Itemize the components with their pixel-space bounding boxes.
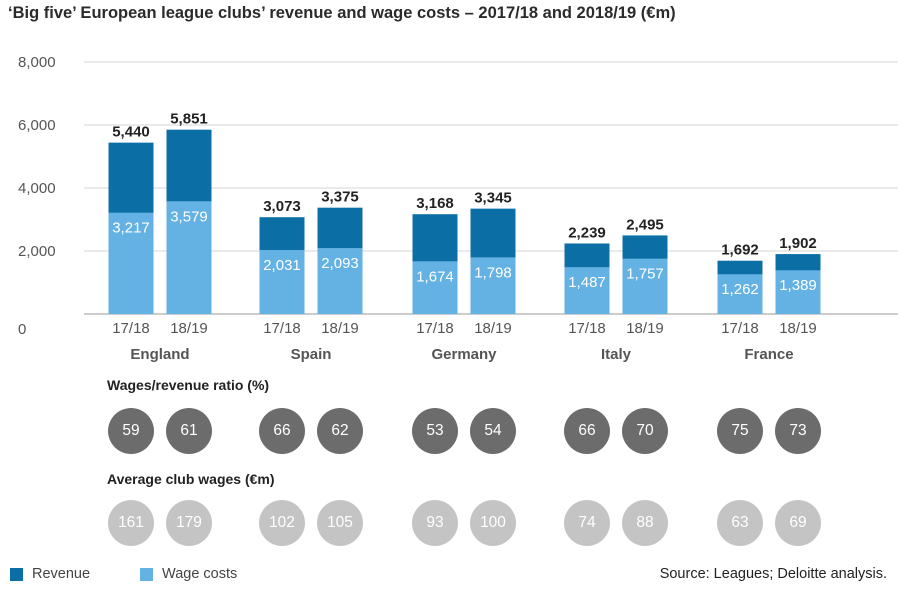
category-label-france: France: [744, 346, 793, 363]
x-tick-label: 17/18: [416, 320, 454, 337]
wages-circle: 102: [259, 500, 305, 546]
wages-circle: 93: [412, 500, 458, 546]
chart-title: ‘Big five’ European league clubs’ revenu…: [8, 4, 676, 22]
x-tick-label: 18/19: [170, 320, 208, 337]
revenue-data-label: 3,168: [416, 195, 454, 212]
legend-label-revenue: Revenue: [32, 566, 91, 582]
wages-bar: [775, 270, 821, 314]
y-tick-label: 2,000: [18, 243, 56, 260]
wages-data-label: 3,579: [170, 208, 208, 225]
x-tick-label: 18/19: [474, 320, 512, 337]
wages-data-label: 1,262: [721, 281, 759, 298]
wages-circle: 63: [717, 500, 763, 546]
revenue-data-label: 1,902: [779, 235, 817, 252]
wages-bar: [622, 258, 668, 314]
ratio-circle: 66: [564, 408, 610, 454]
revenue-data-label: 1,692: [721, 242, 759, 259]
category-label-spain: Spain: [291, 346, 332, 363]
wages-data-label: 3,217: [112, 220, 150, 237]
ratio-circle: 54: [470, 408, 516, 454]
ratio-circle: 66: [259, 408, 305, 454]
wages-bar: [166, 201, 212, 314]
ratio-circle: 59: [108, 408, 154, 454]
wages-bar: [108, 212, 154, 314]
wages-data-label: 1,487: [568, 274, 606, 291]
source-note: Source: Leagues; Deloitte analysis.: [659, 566, 887, 582]
wages-ratio-label: Wages/revenue ratio (%): [107, 377, 270, 393]
x-tick-label: 18/19: [626, 320, 664, 337]
x-tick-label: 17/18: [568, 320, 606, 337]
legend-label-wages: Wage costs: [162, 566, 238, 582]
wages-data-label: 1,757: [626, 266, 664, 283]
bar-chart: 0 2,000 4,000 6,000 8,000 5,440 3,217 17/18 5,85…: [18, 54, 898, 363]
wages-bar: [470, 257, 516, 314]
revenue-data-label: 3,375: [321, 189, 359, 206]
wages-circle: 179: [166, 500, 212, 546]
wages-circle: 74: [564, 500, 610, 546]
ratio-circle: 62: [317, 408, 363, 454]
ratio-circle: 70: [622, 408, 668, 454]
average-wages-label: Average club wages (€m): [107, 471, 275, 487]
ratio-circle: 61: [166, 408, 212, 454]
wages-data-label: 1,798: [474, 264, 512, 281]
legend-swatch-revenue: [10, 567, 23, 581]
category-label-germany: Germany: [431, 346, 497, 363]
wages-data-label: 1,389: [779, 277, 817, 294]
ratio-circle: 73: [775, 408, 821, 454]
legend-item-wages: Wage costs: [140, 566, 237, 582]
y-tick-label: 8,000: [18, 54, 56, 71]
wages-data-label: 2,093: [321, 255, 359, 272]
x-tick-label: 17/18: [112, 320, 150, 337]
wages-circle: 88: [622, 500, 668, 546]
y-tick-label: 4,000: [18, 180, 56, 197]
revenue-data-label: 3,073: [263, 198, 301, 215]
ratio-circle: 53: [412, 408, 458, 454]
legend-item-revenue: Revenue: [10, 566, 90, 582]
y-tick-label: 6,000: [18, 117, 56, 134]
wages-bar: [259, 250, 305, 314]
x-tick-label: 17/18: [721, 320, 759, 337]
revenue-data-label: 5,440: [112, 124, 150, 141]
category-label-england: England: [130, 346, 189, 363]
legend: Revenue Wage costs: [10, 566, 287, 582]
wages-circle: 100: [470, 500, 516, 546]
legend-swatch-wages: [140, 567, 154, 581]
revenue-data-label: 2,495: [626, 216, 664, 233]
revenue-data-label: 2,239: [568, 224, 606, 241]
x-tick-label: 17/18: [263, 320, 301, 337]
wages-data-label: 1,674: [416, 268, 454, 285]
wages-circle: 161: [108, 500, 154, 546]
wages-circle: 105: [317, 500, 363, 546]
y-tick-label: 0: [18, 321, 26, 338]
wages-data-label: 2,031: [263, 257, 301, 274]
revenue-data-label: 3,345: [474, 190, 512, 207]
wages-bar: [717, 274, 763, 314]
revenue-data-label: 5,851: [170, 111, 208, 128]
x-tick-label: 18/19: [321, 320, 359, 337]
ratio-circle: 75: [717, 408, 763, 454]
wages-bar: [412, 261, 458, 314]
wages-bar: [317, 248, 363, 314]
wages-circle: 69: [775, 500, 821, 546]
category-label-italy: Italy: [601, 346, 632, 363]
x-tick-label: 18/19: [779, 320, 817, 337]
wages-bar: [564, 267, 610, 314]
